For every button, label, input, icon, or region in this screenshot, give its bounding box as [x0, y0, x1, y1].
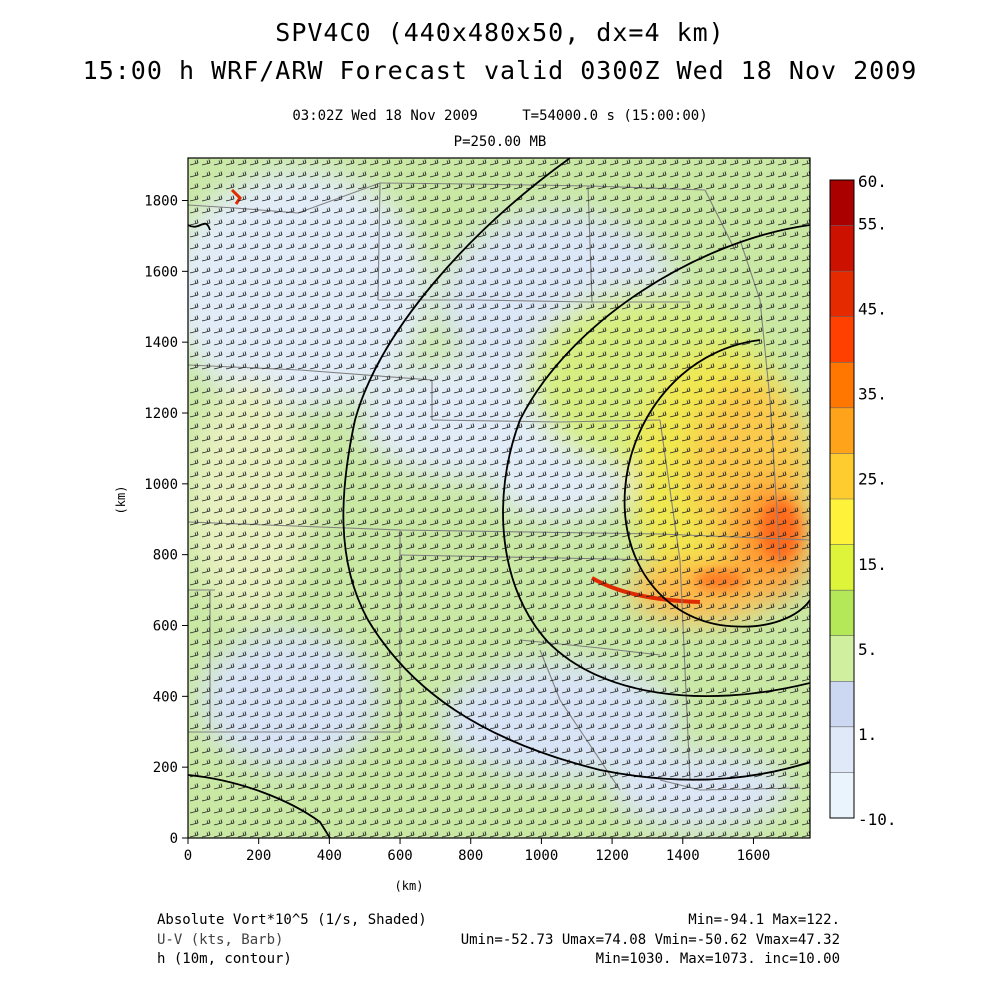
colorbar-swatch	[830, 316, 854, 363]
legend-field2-stats: Umin=-52.73 Umax=74.08 Vmin=-50.62 Vmax=…	[460, 932, 840, 948]
x-axis-label: (km)	[395, 879, 424, 893]
legend-field1-name: Absolute Vort*10^5 (1/s, Shaded)	[157, 912, 427, 928]
x-tick-label: 800	[458, 848, 483, 864]
legend-field3-stats: Min=1030. Max=1073. inc=10.00	[595, 951, 840, 967]
y-tick-label: 600	[153, 619, 178, 635]
wind-barbs	[188, 158, 810, 838]
colorbar-label: 60.	[858, 172, 887, 191]
colorbar-swatch	[830, 726, 854, 773]
valid-time-text: 03:02Z Wed 18 Nov 2009	[292, 108, 478, 124]
colorbar-label: 45.	[858, 300, 887, 319]
height-contours	[188, 158, 810, 838]
x-tick-label: 1200	[595, 848, 629, 864]
colorbar-frame	[829, 179, 855, 819]
colorbar-swatch	[830, 590, 854, 637]
legend-field3-name: h (10m, contour)	[157, 951, 292, 967]
plot-title-line2: 15:00 h WRF/ARW Forecast valid 0300Z Wed…	[82, 56, 918, 85]
y-tick-label: 1800	[144, 194, 178, 210]
x-tick-label: 400	[317, 848, 342, 864]
legend-field1-stats: Min=-94.1 Max=122.	[688, 912, 840, 928]
colorbar-swatch	[830, 180, 854, 226]
colorbar-label: 25.	[858, 470, 887, 489]
y-tick-label: 200	[153, 760, 178, 776]
colorbar-swatch	[830, 499, 854, 545]
x-tick-label: 0	[184, 848, 192, 864]
x-tick-label: 1400	[666, 848, 700, 864]
plot-title-line1: SPV4C0 (440x480x50, dx=4 km)	[275, 18, 725, 47]
colorbar-label: 5.	[858, 640, 877, 659]
y-tick-label: 1600	[144, 264, 178, 280]
plot-frame	[187, 157, 811, 839]
x-tick-label: 1000	[525, 848, 559, 864]
y-axis-label: (km)	[114, 486, 128, 515]
colorbar-label: 15.	[858, 555, 887, 574]
pressure-level: P=250.00 MB	[453, 134, 547, 150]
y-tick-label: 0	[170, 831, 178, 847]
colorbar-swatch	[830, 772, 854, 819]
colorbar-swatch	[830, 362, 854, 409]
y-tick-label: 1400	[144, 335, 178, 351]
plot-area	[188, 158, 810, 838]
colorbar-label: 55.	[858, 215, 887, 234]
y-tick-label: 800	[153, 548, 178, 564]
colorbar-swatch	[830, 271, 854, 318]
colorbar-swatch	[830, 544, 854, 591]
colorbar-label: 1.	[858, 725, 877, 744]
x-tick-label: 200	[246, 848, 271, 864]
legend-field2-name: U-V (kts, Barb)	[157, 932, 284, 948]
x-axis: 0 200 400 600 800 1000 1200 1400 1600 (km)	[184, 838, 771, 893]
colorbar-label: -10.	[858, 810, 897, 829]
valid-time-line: 03:02Z Wed 18 Nov 2009 T=54000.0 s (15:0…	[0, 108, 1000, 124]
colorbar-swatch	[830, 681, 854, 728]
colorbar-swatch	[830, 225, 854, 272]
y-tick-label: 1200	[144, 406, 178, 422]
colorbar: 60. 55. 45. 35. 25. 15. 5. 1. -10.	[829, 172, 897, 829]
y-tick-label: 1000	[144, 477, 178, 493]
colorbar-label: 35.	[858, 385, 887, 404]
colorbar-swatch	[830, 407, 854, 454]
x-tick-label: 1600	[737, 848, 771, 864]
model-time-text: T=54000.0 s (15:00:00)	[522, 108, 708, 124]
x-tick-label: 600	[387, 848, 412, 864]
colorbar-swatch	[830, 635, 854, 682]
y-axis: 0 200 400 600 800 1000 1200 1400 1600 1800 (km)	[114, 194, 188, 847]
colorbar-swatch	[830, 453, 854, 500]
y-tick-label: 400	[153, 689, 178, 705]
